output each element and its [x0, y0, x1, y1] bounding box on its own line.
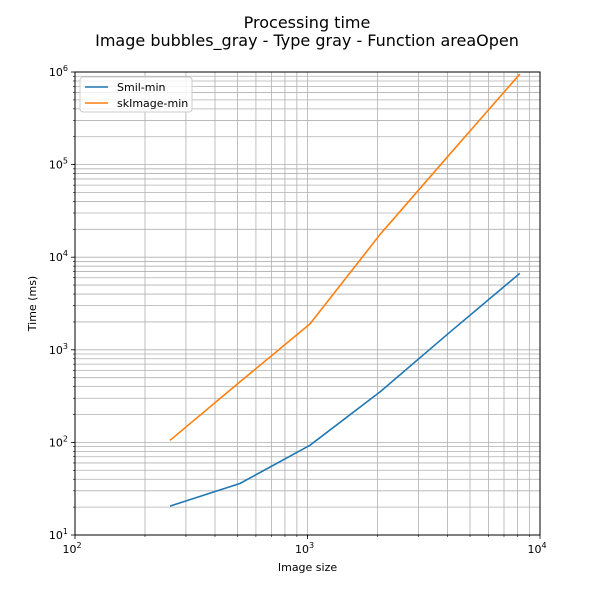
- y-tick-label: 104: [49, 249, 68, 264]
- y-tick-exponent: 4: [63, 249, 68, 258]
- y-tick-exponent: 5: [63, 157, 68, 166]
- legend: Smil-min skImage-min: [79, 76, 193, 113]
- y-tick-exponent: 3: [63, 342, 68, 351]
- y-tick-base: 10: [49, 66, 63, 79]
- y-tick-exponent: 6: [63, 64, 68, 73]
- x-tick-label: 104: [527, 541, 546, 556]
- y-tick-label: 103: [49, 342, 68, 357]
- x-axis-label: Image size: [278, 561, 338, 574]
- chart-title: Processing time: [244, 13, 371, 32]
- x-tick-base: 10: [527, 543, 541, 556]
- y-tick-base: 10: [49, 344, 63, 357]
- grid: [75, 72, 540, 535]
- y-axis-label: Time (ms): [26, 276, 39, 332]
- y-tick-base: 10: [49, 529, 63, 542]
- y-tick-base: 10: [49, 436, 63, 449]
- series-line-2: [169, 73, 521, 442]
- legend-label: skImage-min: [117, 97, 188, 110]
- x-tick-base: 10: [62, 543, 76, 556]
- series-line-1: [169, 272, 521, 507]
- x-tick-label: 102: [62, 541, 81, 556]
- y-tick-exponent: 2: [63, 434, 68, 443]
- series-layer: [169, 73, 521, 507]
- x-tick-base: 10: [295, 543, 309, 556]
- y-tick-base: 10: [49, 159, 63, 172]
- y-tick-base: 10: [49, 251, 63, 264]
- x-tick-exponent: 3: [309, 541, 314, 550]
- y-tick-label: 102: [49, 434, 68, 449]
- y-tick-label: 101: [49, 527, 68, 542]
- x-tick-exponent: 4: [541, 541, 546, 550]
- y-tick-exponent: 1: [63, 527, 68, 536]
- y-tick-label: 105: [49, 157, 68, 172]
- x-tick-label: 103: [295, 541, 314, 556]
- chart-subtitle: Image bubbles_gray - Type gray - Functio…: [95, 31, 519, 51]
- legend-label: Smil-min: [117, 81, 166, 94]
- x-tick-exponent: 2: [76, 541, 81, 550]
- y-tick-label: 106: [49, 64, 68, 79]
